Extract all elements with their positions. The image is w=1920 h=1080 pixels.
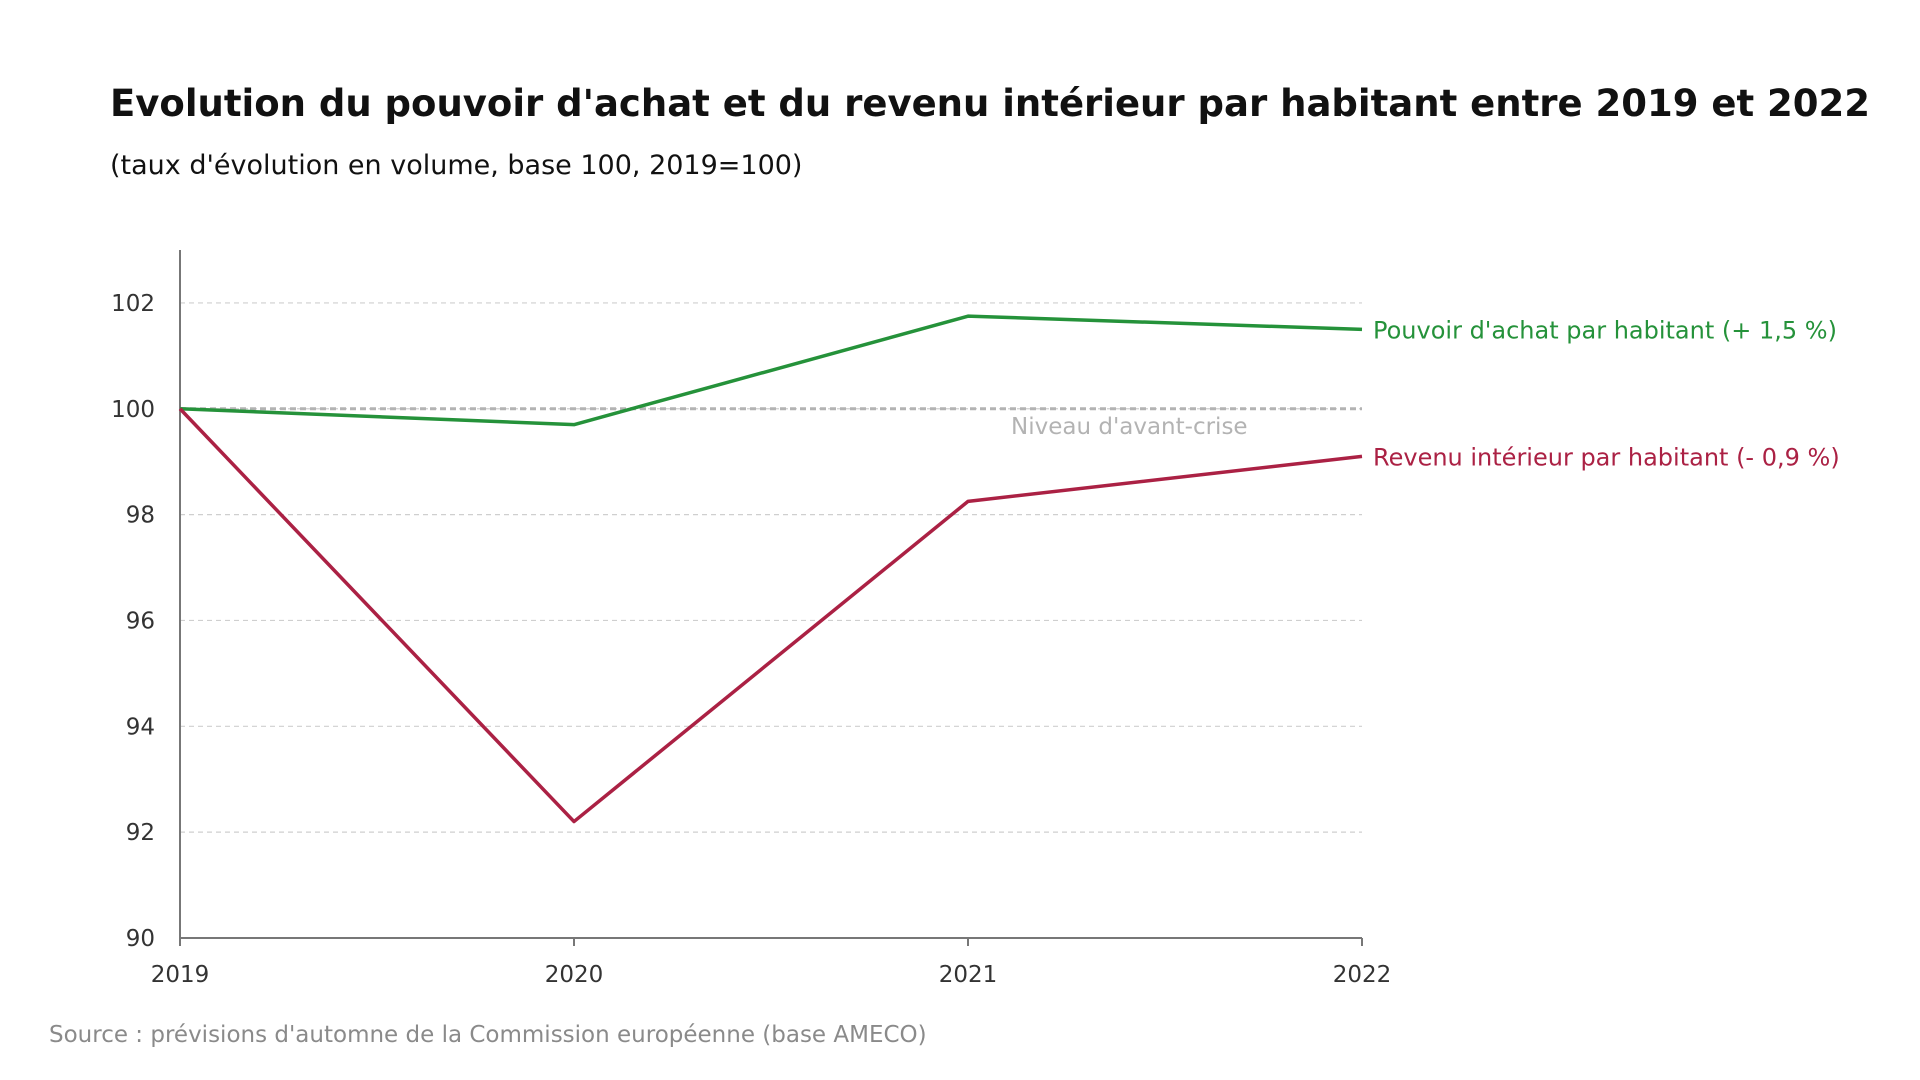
series-label-2: Revenu intérieur par habitant (- 0,9 %) bbox=[1373, 443, 1840, 471]
x-tick-label: 2020 bbox=[545, 962, 604, 988]
reference-line-group: Niveau d'avant-crise bbox=[180, 407, 1362, 440]
series-label-1: Pouvoir d'achat par habitant (+ 1,5 %) bbox=[1373, 316, 1837, 344]
x-tick-label: 2022 bbox=[1333, 962, 1392, 988]
y-tick-label: 96 bbox=[126, 608, 155, 634]
reference-line-label: Niveau d'avant-crise bbox=[1011, 414, 1248, 440]
x-tick-label: 2019 bbox=[151, 962, 210, 988]
y-tick-label: 92 bbox=[126, 820, 155, 846]
grid-lines bbox=[180, 302, 1362, 833]
series-line-1 bbox=[179, 314, 1363, 427]
y-tick-labels: 90 92 94 96 98 100 102 bbox=[111, 291, 155, 952]
chart-subtitle: (taux d'évolution en volume, base 100, 2… bbox=[110, 150, 803, 181]
series-line-2 bbox=[178, 407, 1363, 824]
y-tick-label: 98 bbox=[126, 503, 155, 529]
series-lines bbox=[178, 314, 1363, 824]
series-labels: Pouvoir d'achat par habitant (+ 1,5 %) Re… bbox=[1373, 316, 1840, 471]
x-tick-labels: 2019 2020 2021 2022 bbox=[151, 962, 1392, 988]
y-tick-label: 102 bbox=[111, 291, 155, 317]
x-tick-label: 2021 bbox=[939, 962, 998, 988]
y-tick-label: 100 bbox=[111, 397, 155, 423]
source-note: Source : prévisions d'automne de la Comm… bbox=[49, 1022, 927, 1048]
chart-title: Evolution du pouvoir d'achat et du reven… bbox=[110, 82, 1870, 125]
line-chart: Niveau d'avant-crise 90 92 94 96 98 100 102 20… bbox=[111, 250, 1840, 988]
y-tick-label: 94 bbox=[126, 714, 155, 740]
axes bbox=[179, 250, 1363, 946]
y-tick-label: 90 bbox=[126, 926, 155, 952]
